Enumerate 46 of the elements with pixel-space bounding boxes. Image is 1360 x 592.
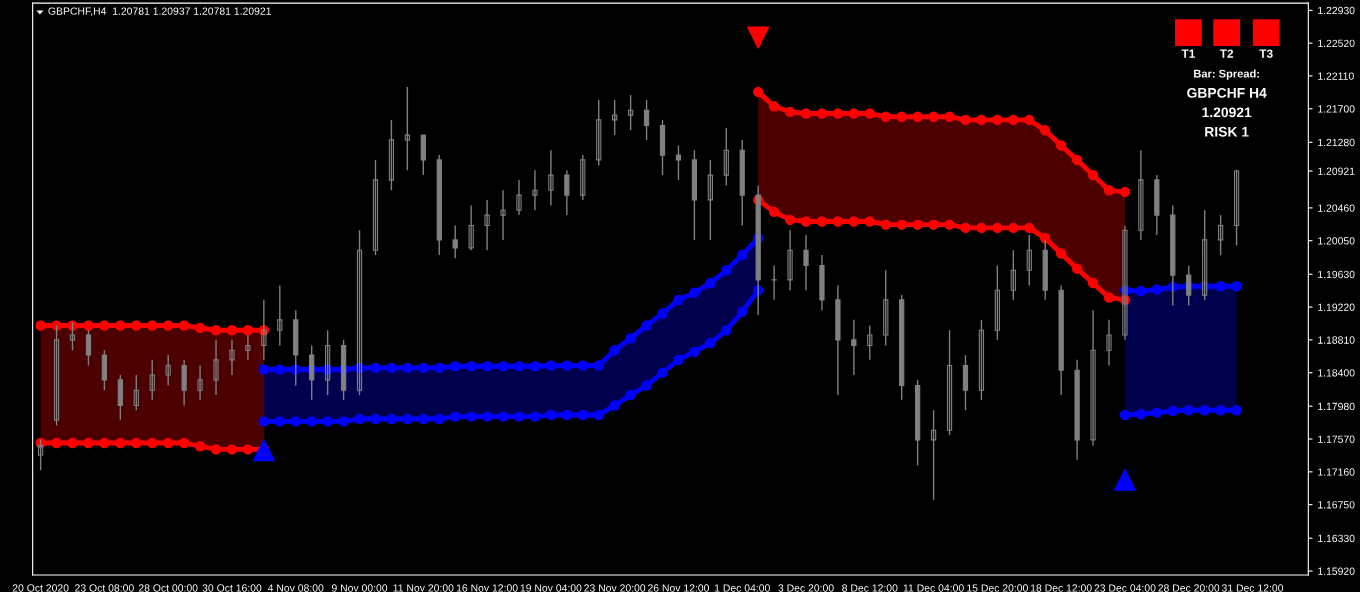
annotation: GBPCHF H4 — [1187, 87, 1267, 98]
y-tick-label: 1.16330 — [1318, 534, 1355, 543]
x-tick-label: 1 Dec 04:00 — [714, 584, 770, 592]
y-tick-label: 1.17160 — [1318, 468, 1355, 476]
y-tick-label: 1.16750 — [1318, 501, 1355, 509]
x-tick-label: 18 Dec 12:00 — [1030, 584, 1092, 592]
annotation: 1.20921 — [1202, 107, 1252, 118]
x-tick-label: 8 Dec 12:00 — [842, 584, 898, 592]
x-tick-label: 15 Dec 20:00 — [967, 584, 1028, 592]
x-tick-label: 3 Dec 20:00 — [778, 584, 834, 592]
annotation: T2 — [1219, 49, 1234, 58]
y-tick-label: 1.19220 — [1318, 303, 1355, 311]
y-tick-label: 1.21280 — [1318, 138, 1355, 147]
chart-title: GBPCHF,H4 1.20781 1.20937 1.20781 1.20921 — [48, 7, 271, 17]
y-tick-label: 1.20921 — [1318, 167, 1355, 175]
x-tick-label: 16 Nov 12:00 — [456, 584, 518, 592]
y-tick-label: 1.22110 — [1318, 72, 1354, 80]
y-tick-label: 1.20460 — [1318, 204, 1355, 212]
x-tick-label: 11 Nov 20:00 — [393, 584, 454, 592]
x-tick-label: 23 Oct 08:00 — [75, 584, 134, 592]
x-tick-label: 31 Dec 12:00 — [1221, 584, 1284, 592]
y-tick-label: 1.22520 — [1318, 39, 1355, 48]
x-tick-label: 4 Nov 08:00 — [267, 584, 324, 592]
y-tick-label: 1.18810 — [1318, 336, 1355, 344]
x-tick-label: 19 Nov 04:00 — [520, 584, 582, 592]
x-tick-label: 11 Dec 04:00 — [903, 584, 964, 592]
y-tick-label: 1.20050 — [1318, 237, 1355, 245]
annotation: T3 — [1259, 49, 1273, 58]
y-tick-label: 1.17570 — [1318, 435, 1355, 443]
y-tick-label: 1.19630 — [1318, 270, 1355, 279]
y-tick-label: 1.15920 — [1318, 567, 1355, 575]
x-tick-label: 30 Oct 16:00 — [202, 584, 262, 592]
annotation: Bar: Spread: — [1194, 69, 1259, 80]
y-tick-label: 1.17980 — [1318, 402, 1355, 411]
x-tick-label: 26 Nov 12:00 — [648, 584, 710, 592]
x-tick-label: 9 Nov 00:00 — [331, 584, 388, 592]
y-tick-label: 1.22930 — [1318, 6, 1355, 15]
x-tick-label: 28 Dec 20:00 — [1158, 584, 1220, 592]
annotation: RISK 1 — [1205, 126, 1249, 137]
x-tick-label: 23 Dec 04:00 — [1094, 584, 1156, 592]
y-tick-label: 1.18400 — [1318, 369, 1355, 377]
x-tick-label: 20 Oct 2020 — [12, 584, 69, 592]
y-tick-label: 1.21700 — [1318, 105, 1355, 113]
x-tick-label: 23 Nov 20:00 — [584, 584, 646, 592]
annotation: T1 — [1181, 49, 1195, 58]
x-tick-label: 28 Oct 00:00 — [138, 584, 198, 592]
